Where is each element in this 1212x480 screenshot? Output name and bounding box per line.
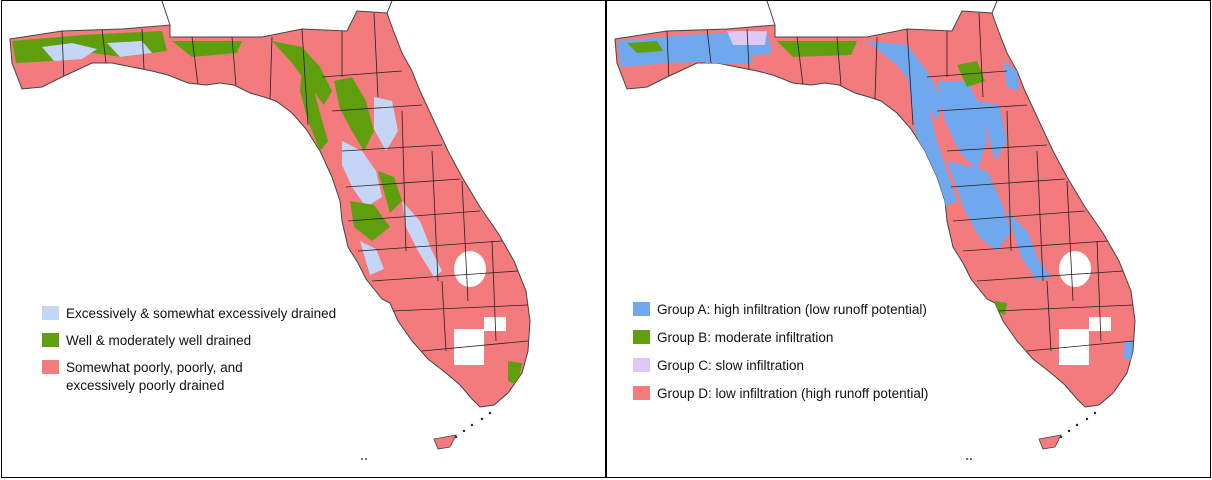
legend-swatch xyxy=(633,358,650,372)
drainage-legend: Excessively & somewhat excessively drain… xyxy=(42,305,362,404)
legend-label: Group B: moderate infiltration xyxy=(657,330,834,345)
hydrologic-group-map xyxy=(614,1,1136,460)
florida-landmass xyxy=(614,1,1136,460)
legend-label: Group A: high infiltration (low runoff p… xyxy=(657,302,927,317)
legend-swatch xyxy=(633,330,650,344)
legend-label: Somewhat poorly, poorly, and excessively… xyxy=(66,360,243,393)
legend-swatch xyxy=(42,360,59,374)
legend-label: Well & moderately well drained xyxy=(66,333,252,348)
legend-label: Excessively & somewhat excessively drain… xyxy=(66,306,337,321)
florida-landmass xyxy=(9,1,531,460)
legend-swatch xyxy=(42,306,59,320)
drainage-map xyxy=(9,1,531,460)
legend-item: Excessively & somewhat excessively drain… xyxy=(42,305,362,323)
legend-item: Well & moderately well drained xyxy=(42,332,362,350)
legend-label: Group D: low infiltration (high runoff p… xyxy=(657,386,929,401)
legend-swatch xyxy=(633,302,650,316)
drainage-map-panel: Excessively & somewhat excessively drain… xyxy=(1,0,606,478)
legend-item: Group B: moderate infiltration xyxy=(633,329,973,347)
hydrologic-group-legend: Group A: high infiltration (low runoff p… xyxy=(633,301,973,413)
legend-swatch xyxy=(633,386,650,400)
legend-item: Group A: high infiltration (low runoff p… xyxy=(633,301,973,319)
legend-item: Group D: low infiltration (high runoff p… xyxy=(633,385,973,403)
legend-swatch xyxy=(42,333,59,347)
legend-label: Group C: slow infiltration xyxy=(657,358,805,373)
legend-item: Somewhat poorly, poorly, and excessively… xyxy=(42,359,362,395)
hydrologic-group-map-panel: Group A: high infiltration (low runoff p… xyxy=(606,0,1211,478)
legend-item: Group C: slow infiltration xyxy=(633,357,973,375)
